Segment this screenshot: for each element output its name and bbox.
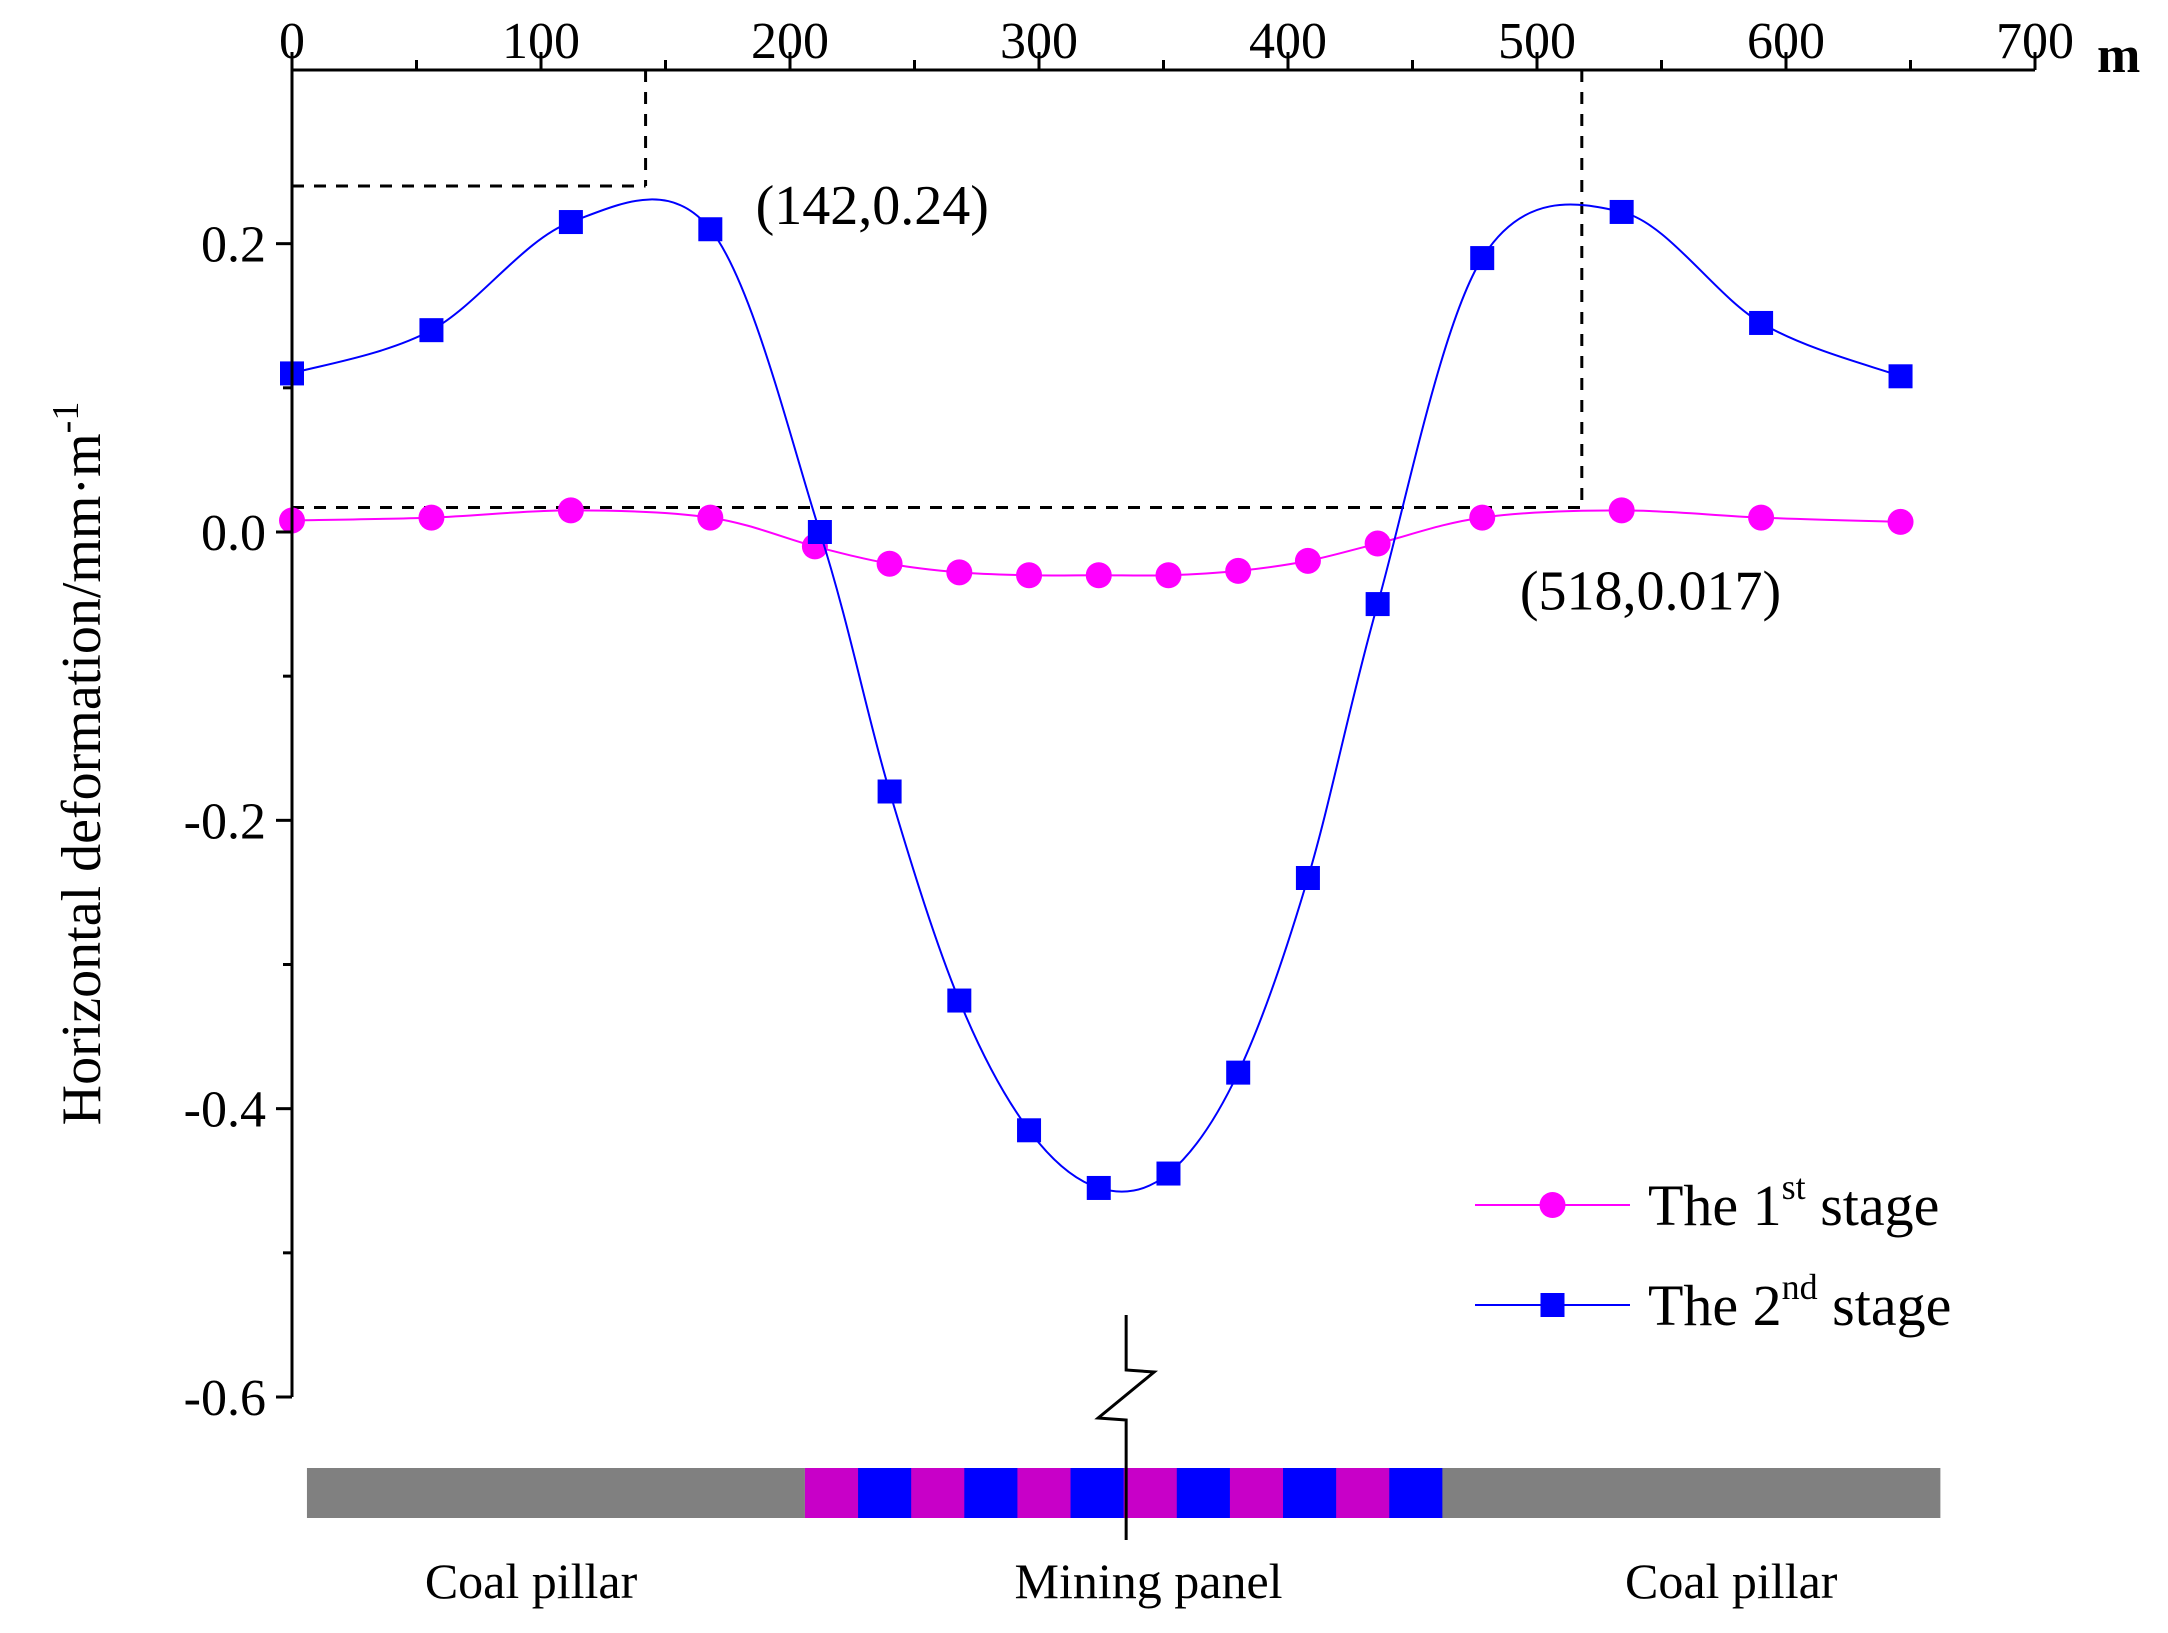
data-point-stage1 (1155, 562, 1182, 589)
text-layer: (142,0.24) (518,0.017) (756, 175, 1782, 622)
x-tick-label: 500 (1498, 13, 1576, 70)
x-tick-label: 200 (751, 13, 829, 70)
data-point-stage2 (877, 779, 902, 804)
mining-panel-segment (1123, 1468, 1178, 1518)
data-point-stage2 (1156, 1161, 1181, 1186)
data-point-stage1 (876, 550, 903, 577)
data-point-stage2 (1226, 1060, 1251, 1085)
data-point-stage2 (558, 210, 583, 235)
coal-pillar-left (306, 1468, 805, 1518)
mining-panel-segment (1017, 1468, 1072, 1518)
data-point-stage2 (1609, 199, 1634, 224)
legend-entry-2: The 2nd stage (1475, 1267, 1951, 1338)
mining-panel (804, 1468, 1443, 1518)
data-point-stage1 (418, 504, 445, 531)
annotation-peak-left: (142,0.24) (756, 175, 989, 237)
coal-pillar-right-bar (1442, 1468, 1941, 1518)
x-unit-label: m (2097, 27, 2140, 84)
data-point-stage2 (1749, 310, 1774, 335)
data-point-stage2 (1888, 364, 1913, 389)
y-axis-title-main: Horizontal deformation/mm·m (51, 433, 113, 1125)
mining-panel-segment (1389, 1468, 1443, 1518)
data-point-stage2 (1365, 592, 1390, 617)
x-tick-label: 0 (279, 13, 305, 70)
data-point-stage1 (1016, 562, 1043, 589)
mining-panel-label: Mining panel (1015, 1553, 1283, 1609)
data-point-stage1 (697, 504, 724, 531)
coal-pillar-left-bar (306, 1468, 805, 1518)
mining-panel-segment (911, 1468, 965, 1518)
legend-label-main: The 2 (1648, 1273, 1782, 1338)
legend-marker-circle (1539, 1192, 1566, 1218)
data-point-stage1 (1469, 504, 1496, 531)
data-point-stage2 (698, 217, 723, 242)
data-point-stage1 (1748, 504, 1775, 531)
series-layer (279, 198, 1914, 1200)
legend-label-sup: st (1782, 1167, 1806, 1207)
y-tick-label: -0.4 (184, 1082, 266, 1139)
y-tick-label: 0.2 (201, 217, 266, 274)
legend-entry-1: The 1st stage (1475, 1167, 1939, 1238)
data-point-stage1 (557, 497, 584, 524)
y-tick-label: -0.6 (184, 1370, 266, 1427)
mining-panel-segment (1283, 1468, 1337, 1518)
x-tick-label: 100 (502, 13, 580, 70)
data-point-stage2 (947, 988, 972, 1013)
mining-panel-segment (1336, 1468, 1390, 1518)
y-tick-label: 0.0 (201, 505, 266, 562)
series-2 (280, 198, 1913, 1200)
mining-panel-segment (804, 1468, 859, 1518)
mining-panel-segment (1229, 1468, 1284, 1518)
guide-lines (292, 70, 1584, 509)
x-tick-label: 700 (1996, 13, 2074, 70)
legend-label-1: The 1st stage (1648, 1167, 1939, 1238)
data-point-stage2 (1470, 246, 1495, 271)
x-tick-label: 600 (1747, 13, 1825, 70)
coal-pillar-right-label: Coal pillar (1625, 1553, 1838, 1609)
mining-panel-segment (964, 1468, 1018, 1518)
series-line-2 (291, 198, 1901, 1193)
legend-label-2: The 2nd stage (1648, 1267, 1951, 1338)
y-axis-title: Horizontal deformation/mm·m-1 (45, 402, 113, 1126)
legend-label-tail: stage (1806, 1173, 1940, 1238)
data-point-stage1 (946, 559, 973, 586)
break-line-icon (1094, 1315, 1159, 1540)
mining-strip: Coal pillar Mining panel Coal pillar (306, 1315, 1941, 1609)
annotation-peak-right: (518,0.017) (1520, 560, 1781, 622)
series-1 (279, 497, 1914, 589)
data-point-stage1 (1225, 557, 1252, 584)
data-point-stage1 (1085, 562, 1112, 589)
data-point-stage1 (1294, 547, 1321, 574)
legend-label-tail: stage (1818, 1273, 1952, 1338)
y-tick-label: -0.2 (184, 793, 266, 850)
x-tick-label: 300 (1000, 13, 1078, 70)
coal-pillar-right (1442, 1468, 1941, 1518)
mining-panel-segment (858, 1468, 912, 1518)
axes: 0 100 200 300 400 500 600 700 m 0.2 0.0 -0.2 -0.4 -0.… (45, 13, 2140, 1427)
y-axis-title-text: Horizontal deformation/mm·m-1 (45, 402, 113, 1126)
legend-label-sup: nd (1782, 1267, 1818, 1307)
data-point-stage2 (419, 318, 444, 343)
data-point-stage2 (1295, 866, 1320, 890)
data-point-stage1 (1364, 530, 1391, 557)
x-tick-label: 400 (1249, 13, 1327, 70)
data-point-stage2 (1017, 1118, 1042, 1143)
data-point-stage1 (1887, 508, 1914, 535)
data-point-stage2 (1086, 1175, 1111, 1200)
mining-panel-segment (1176, 1468, 1231, 1518)
mining-panel-segment (1070, 1468, 1125, 1518)
data-point-stage2 (807, 520, 832, 544)
y-axis-title-sup: -1 (45, 402, 87, 434)
data-point-stage1 (1608, 497, 1635, 524)
coal-pillar-left-label: Coal pillar (425, 1553, 638, 1609)
legend-marker-square (1540, 1293, 1565, 1317)
legend-label-main: The 1 (1648, 1173, 1782, 1238)
